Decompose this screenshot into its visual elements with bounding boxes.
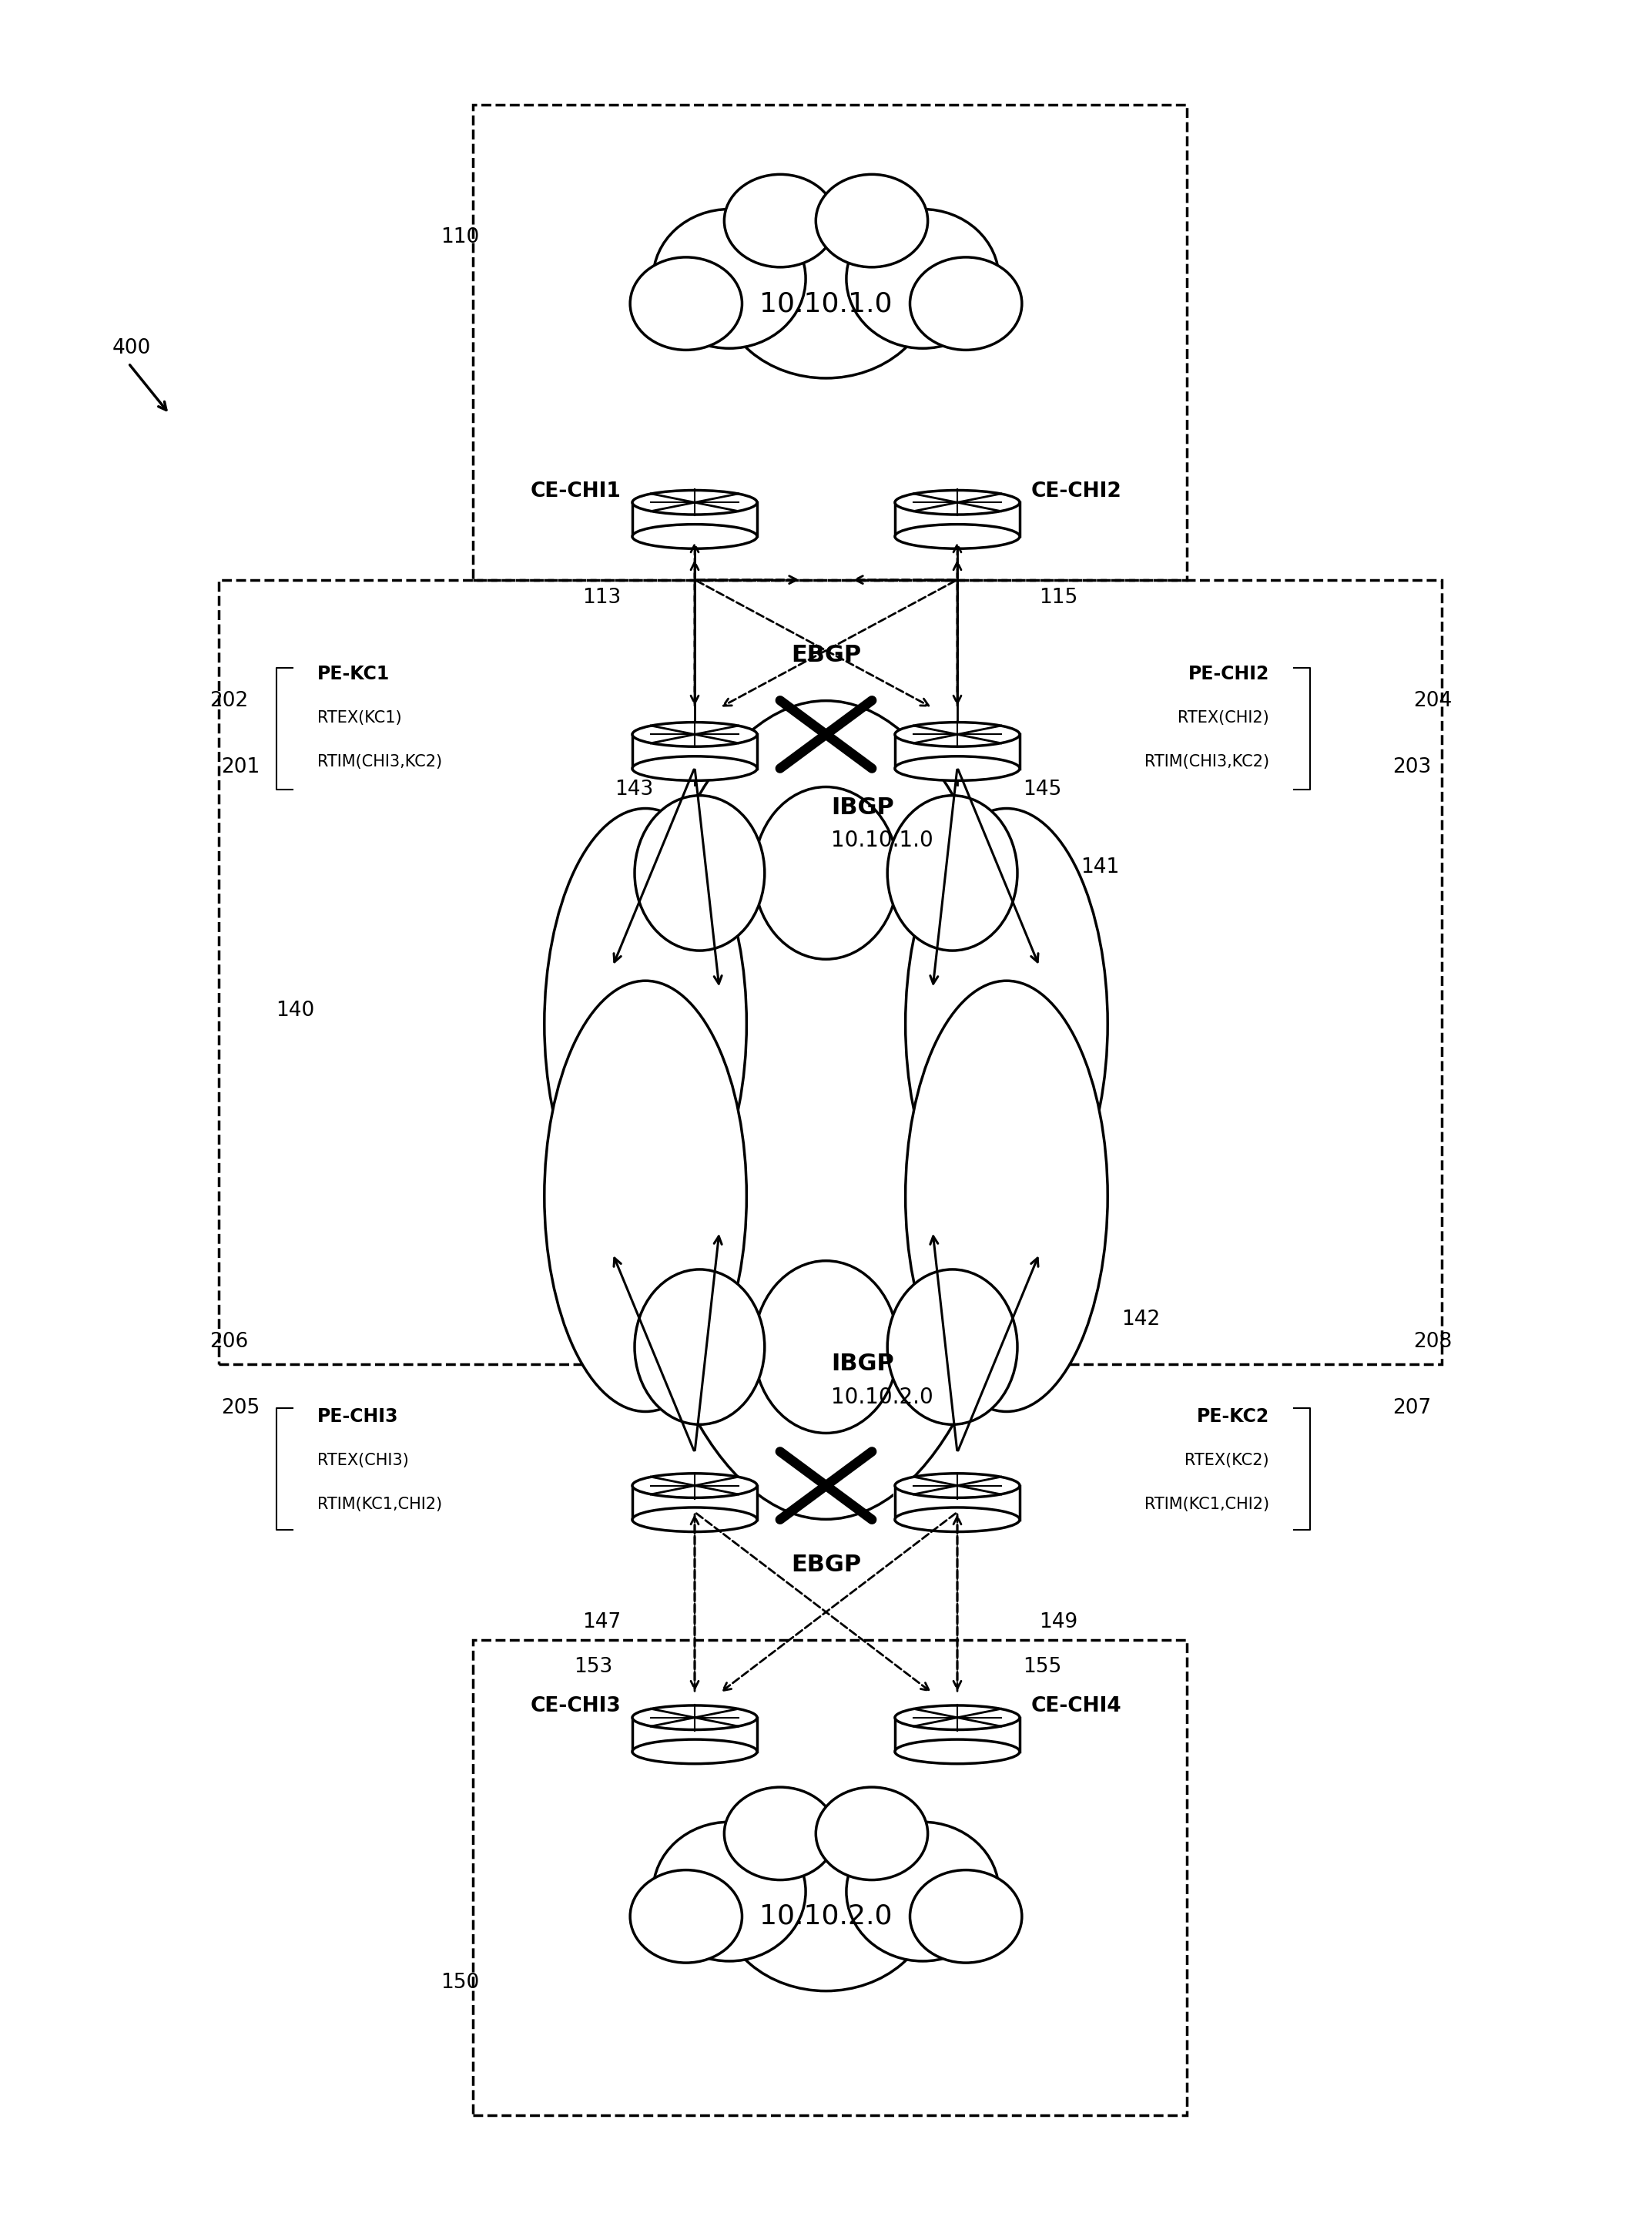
Ellipse shape: [846, 1823, 999, 1960]
Text: 149: 149: [1039, 1612, 1079, 1632]
Text: CE-CHI2: CE-CHI2: [1031, 482, 1122, 502]
Ellipse shape: [816, 1787, 928, 1880]
Ellipse shape: [905, 808, 1107, 1239]
Text: 142: 142: [1122, 1310, 1160, 1330]
Text: 147: 147: [582, 1612, 621, 1632]
Ellipse shape: [653, 1823, 806, 1960]
Ellipse shape: [634, 795, 765, 950]
Ellipse shape: [633, 757, 757, 781]
Ellipse shape: [629, 1869, 742, 1962]
FancyBboxPatch shape: [894, 1716, 1021, 1754]
Text: 208: 208: [1414, 1332, 1452, 1352]
Bar: [472, 1641, 1188, 2116]
Ellipse shape: [724, 1787, 836, 1880]
Text: RTEX(KC1): RTEX(KC1): [317, 710, 401, 726]
Text: 207: 207: [1393, 1399, 1431, 1419]
Text: IBGP: IBGP: [831, 1352, 894, 1374]
Text: RTIM(KC1,CHI2): RTIM(KC1,CHI2): [317, 1496, 443, 1512]
Text: 10.10.2.0: 10.10.2.0: [831, 1388, 933, 1407]
Text: RTEX(CHI3): RTEX(CHI3): [317, 1452, 408, 1467]
Text: 140: 140: [276, 1001, 316, 1021]
Ellipse shape: [895, 722, 1019, 746]
Text: 155: 155: [1023, 1656, 1062, 1676]
Ellipse shape: [634, 1270, 765, 1425]
Text: RTIM(KC1,CHI2): RTIM(KC1,CHI2): [1145, 1496, 1269, 1512]
Ellipse shape: [895, 1507, 1019, 1532]
Ellipse shape: [633, 722, 757, 746]
Text: 113: 113: [582, 588, 621, 608]
Text: 400: 400: [112, 337, 150, 357]
Ellipse shape: [846, 209, 999, 349]
Text: 141: 141: [1080, 857, 1118, 877]
Ellipse shape: [633, 491, 757, 515]
Text: PE-KC2: PE-KC2: [1196, 1407, 1269, 1425]
Text: RTIM(CHI3,KC2): RTIM(CHI3,KC2): [1145, 755, 1269, 770]
Text: PE-CHI2: PE-CHI2: [1188, 666, 1269, 684]
Text: RTIM(CHI3,KC2): RTIM(CHI3,KC2): [317, 755, 443, 770]
Text: 110: 110: [441, 226, 479, 246]
Ellipse shape: [628, 702, 1024, 1518]
Text: 201: 201: [221, 757, 259, 777]
Ellipse shape: [895, 757, 1019, 781]
Text: 10.10.2.0: 10.10.2.0: [760, 1903, 892, 1929]
Ellipse shape: [910, 258, 1023, 351]
Ellipse shape: [633, 1705, 757, 1729]
Text: CE-CHI1: CE-CHI1: [530, 482, 621, 502]
Text: PE-KC1: PE-KC1: [317, 666, 390, 684]
Ellipse shape: [719, 195, 933, 377]
Ellipse shape: [545, 808, 747, 1239]
FancyBboxPatch shape: [631, 1716, 758, 1754]
Ellipse shape: [653, 209, 806, 349]
Ellipse shape: [905, 981, 1107, 1412]
Ellipse shape: [895, 491, 1019, 515]
Ellipse shape: [910, 1869, 1023, 1962]
Text: RTEX(CHI2): RTEX(CHI2): [1178, 710, 1269, 726]
Ellipse shape: [887, 795, 1018, 950]
Ellipse shape: [895, 1740, 1019, 1763]
Ellipse shape: [545, 981, 747, 1412]
Ellipse shape: [633, 524, 757, 548]
Text: IBGP: IBGP: [831, 797, 894, 819]
Text: EBGP: EBGP: [791, 644, 861, 666]
Text: 202: 202: [210, 690, 248, 710]
Ellipse shape: [895, 524, 1019, 548]
Text: 150: 150: [441, 1974, 479, 1994]
Ellipse shape: [633, 1474, 757, 1499]
Text: 10.10.1.0: 10.10.1.0: [831, 830, 933, 850]
Text: CE-CHI3: CE-CHI3: [530, 1696, 621, 1716]
FancyBboxPatch shape: [894, 1483, 1021, 1523]
Ellipse shape: [633, 1507, 757, 1532]
Bar: [472, 104, 1188, 579]
Text: EBGP: EBGP: [791, 1554, 861, 1576]
Text: RTEX(KC2): RTEX(KC2): [1184, 1452, 1269, 1467]
Ellipse shape: [895, 1705, 1019, 1729]
Text: 153: 153: [573, 1656, 613, 1676]
Ellipse shape: [753, 1261, 899, 1434]
Text: 143: 143: [615, 779, 654, 799]
Text: CE-CHI4: CE-CHI4: [1031, 1696, 1122, 1716]
Text: 10.10.1.0: 10.10.1.0: [760, 291, 892, 317]
FancyBboxPatch shape: [894, 500, 1021, 539]
Text: 115: 115: [1039, 588, 1079, 608]
FancyBboxPatch shape: [894, 733, 1021, 770]
Text: 206: 206: [210, 1332, 248, 1352]
Text: 205: 205: [221, 1399, 259, 1419]
Ellipse shape: [816, 175, 928, 266]
Bar: [218, 579, 1442, 1363]
Ellipse shape: [719, 1809, 933, 1991]
Ellipse shape: [753, 786, 899, 959]
Text: 203: 203: [1393, 757, 1431, 777]
FancyBboxPatch shape: [631, 1483, 758, 1523]
Ellipse shape: [887, 1270, 1018, 1425]
Text: 204: 204: [1414, 690, 1452, 710]
Ellipse shape: [724, 175, 836, 266]
Ellipse shape: [633, 1740, 757, 1763]
FancyBboxPatch shape: [631, 733, 758, 770]
Text: 145: 145: [1023, 779, 1062, 799]
Ellipse shape: [895, 1474, 1019, 1499]
FancyBboxPatch shape: [631, 500, 758, 539]
Text: PE-CHI3: PE-CHI3: [317, 1407, 398, 1425]
Ellipse shape: [629, 258, 742, 351]
